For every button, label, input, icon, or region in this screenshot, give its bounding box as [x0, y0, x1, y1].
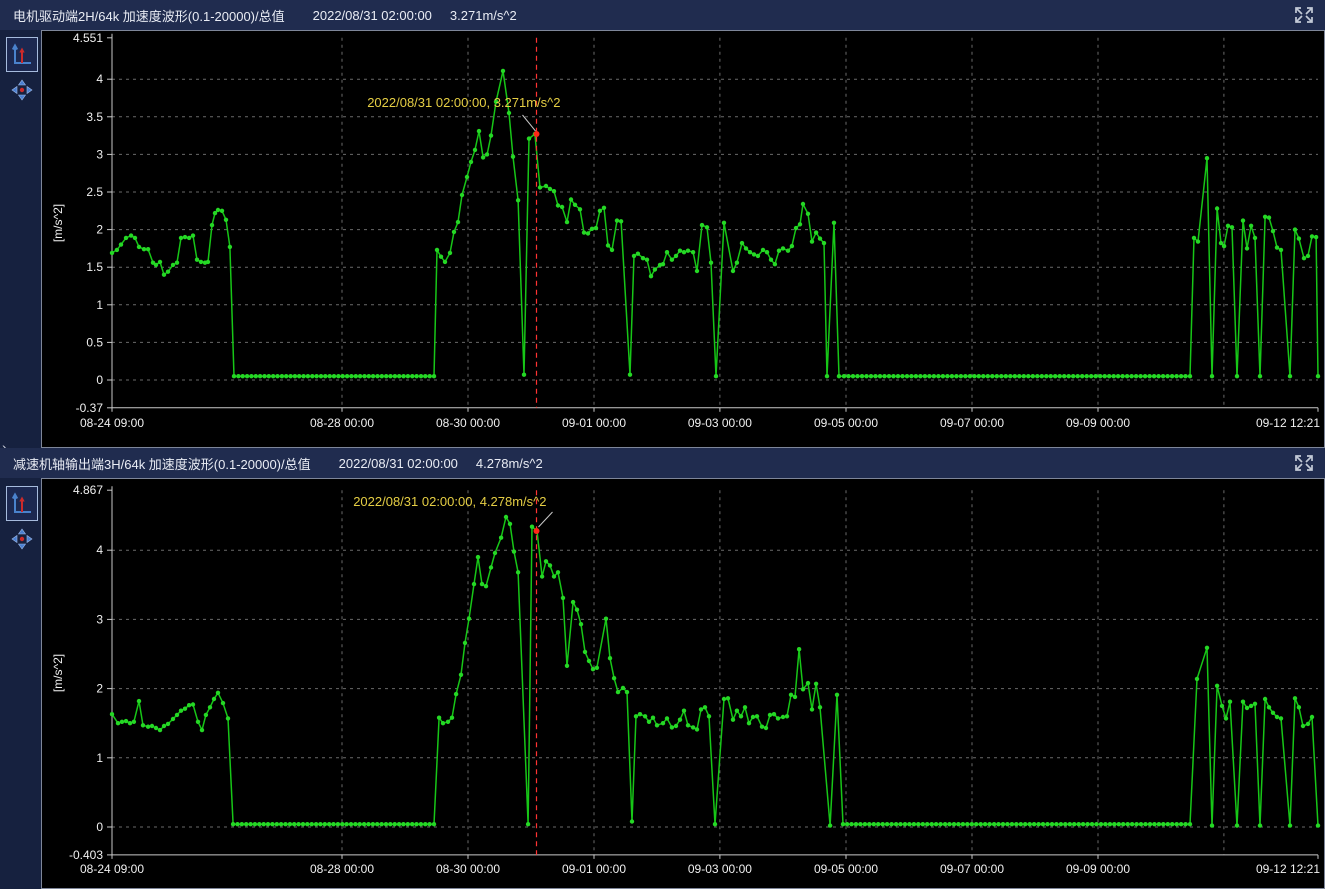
chart1-cursor-time: 2022/08/31 02:00:00	[312, 7, 432, 23]
svg-text:[m/s^2]: [m/s^2]	[51, 654, 65, 692]
svg-text:09-12 12:21: 09-12 12:21	[1256, 862, 1320, 876]
panel-collapse-chevron[interactable]: ›	[2, 439, 7, 455]
cursor-tool-button[interactable]	[6, 37, 38, 72]
pan-tool-button[interactable]	[9, 527, 35, 551]
chart1-plot[interactable]: 4.551 4 3.5 3 2.5 2 1.5 1 0.5 0 -0.37 08-24 09:00 08…	[41, 30, 1325, 448]
svg-text:08-30 00:00: 08-30 00:00	[436, 416, 500, 430]
svg-text:08-28 00:00: 08-28 00:00	[310, 862, 374, 876]
svg-text:0: 0	[96, 373, 103, 387]
svg-text:09-07 00:00: 09-07 00:00	[940, 416, 1004, 430]
cursor-tool-button[interactable]	[6, 486, 38, 521]
svg-text:08-24 09:00: 08-24 09:00	[80, 862, 144, 876]
svg-text:4: 4	[96, 543, 103, 557]
svg-text:-0.37: -0.37	[76, 401, 104, 415]
svg-text:2022/08/31 02:00:00, 4.278m/s^: 2022/08/31 02:00:00, 4.278m/s^2	[353, 494, 546, 509]
move-arrows-icon	[11, 528, 33, 550]
chart2-plot[interactable]: 4.867 4 3 2 1 0 -0.403 08-24 09:00 08-28 00:00 08…	[41, 478, 1325, 889]
svg-text:0.5: 0.5	[86, 335, 103, 349]
svg-text:2: 2	[96, 682, 103, 696]
svg-text:3: 3	[96, 147, 103, 161]
svg-text:08-30 00:00: 08-30 00:00	[436, 862, 500, 876]
axis-cursor-icon	[11, 491, 31, 513]
svg-text:08-24 09:00: 08-24 09:00	[80, 416, 144, 430]
svg-text:2022/08/31 02:00:00, 3.271m/s^: 2022/08/31 02:00:00, 3.271m/s^2	[367, 95, 560, 110]
svg-text:09-05 00:00: 09-05 00:00	[814, 416, 878, 430]
svg-text:09-09 00:00: 09-09 00:00	[1066, 862, 1130, 876]
expand-arrows-icon	[1295, 7, 1313, 23]
svg-text:1: 1	[96, 298, 103, 312]
chart2-title: 减速机轴输出端3H/64k 加速度波形(0.1-20000)/总值	[13, 456, 311, 472]
chart1-title: 电机驱动端2H/64k 加速度波形(0.1-20000)/总值	[13, 8, 285, 24]
svg-text:[m/s^2]: [m/s^2]	[51, 204, 65, 242]
svg-text:09-07 00:00: 09-07 00:00	[940, 862, 1004, 876]
svg-text:09-09 00:00: 09-09 00:00	[1066, 416, 1130, 430]
svg-text:09-03 00:00: 09-03 00:00	[688, 416, 752, 430]
chart1-cursor-value: 3.271m/s^2	[449, 7, 517, 23]
svg-text:09-12 12:21: 09-12 12:21	[1256, 416, 1320, 430]
svg-text:09-01 00:00: 09-01 00:00	[562, 416, 626, 430]
chart1-header: 电机驱动端2H/64k 加速度波形(0.1-20000)/总值 2022/08/…	[0, 0, 1325, 30]
svg-text:2.5: 2.5	[86, 185, 103, 199]
svg-text:1: 1	[96, 751, 103, 765]
svg-text:2: 2	[96, 223, 103, 237]
svg-text:09-01 00:00: 09-01 00:00	[562, 862, 626, 876]
svg-text:4.867: 4.867	[73, 483, 103, 497]
svg-text:4: 4	[96, 72, 103, 86]
chart2-cursor-value: 4.278m/s^2	[475, 455, 543, 471]
svg-text:1.5: 1.5	[86, 260, 103, 274]
expand-arrows-icon	[1295, 455, 1313, 471]
chart2-header: 减速机轴输出端3H/64k 加速度波形(0.1-20000)/总值 2022/0…	[0, 448, 1325, 478]
svg-text:08-28 00:00: 08-28 00:00	[310, 416, 374, 430]
svg-text:0: 0	[96, 820, 103, 834]
chart2-cursor-time: 2022/08/31 02:00:00	[338, 455, 458, 471]
fullscreen-icon[interactable]	[1291, 5, 1317, 25]
svg-text:09-03 00:00: 09-03 00:00	[688, 862, 752, 876]
svg-text:3.5: 3.5	[86, 110, 103, 124]
axis-cursor-icon	[11, 42, 31, 64]
fullscreen-icon[interactable]	[1291, 453, 1317, 473]
pan-tool-button[interactable]	[9, 78, 35, 102]
svg-text:3: 3	[96, 612, 103, 626]
move-arrows-icon	[11, 79, 33, 101]
svg-text:4.551: 4.551	[73, 31, 103, 45]
svg-text:-0.403: -0.403	[69, 848, 103, 862]
svg-text:09-05 00:00: 09-05 00:00	[814, 862, 878, 876]
